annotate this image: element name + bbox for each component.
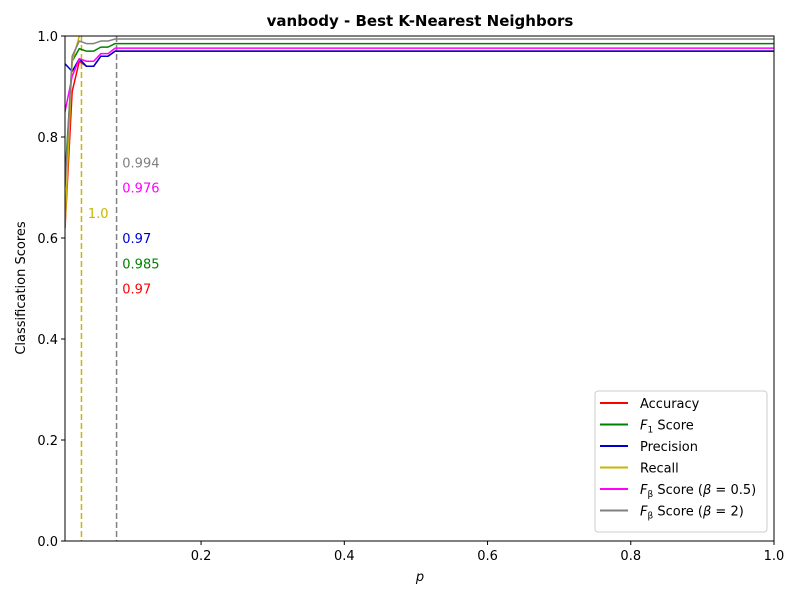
annotation-0: 1.0 [88, 207, 109, 222]
x-tick-label-3: 0.8 [620, 549, 641, 564]
y-tick-label-0: 0.0 [37, 535, 58, 550]
x-tick-label-2: 0.6 [477, 549, 498, 564]
series-line-5 [65, 38, 774, 188]
x-tick-label-4: 1.0 [764, 549, 785, 564]
annotation-5: 0.97 [122, 283, 151, 298]
legend-label-0: Accuracy [640, 397, 700, 412]
annotation-2: 0.976 [122, 182, 159, 197]
series-line-2 [65, 50, 774, 73]
legend-label-3: Recall [640, 462, 679, 477]
axes: 0.2 0.4 0.6 0.8 1.0 0.0 0.2 0.4 0.6 0.8 1.0 [37, 30, 784, 564]
series-line-4 [65, 47, 774, 112]
annotation-3: 0.97 [122, 232, 151, 247]
y-tick-label-2: 0.4 [37, 333, 58, 348]
legend-label-1: F1 Score [640, 419, 694, 436]
x-axis-label: p [415, 570, 424, 585]
legend-label-5: Fβ Score (β = 2) [640, 505, 744, 522]
legend: Accuracy F1 Score Precision Recall Fβ Score … [594, 390, 768, 533]
y-tick-label-5: 1.0 [37, 30, 58, 45]
legend-box [594, 390, 768, 533]
legend-label-2: Precision [640, 440, 698, 455]
plot-frame [64, 35, 775, 542]
chart-title: vanbody - Best K-Nearest Neighbors [267, 12, 574, 30]
annotation-1: 0.994 [122, 156, 159, 171]
y-tick-label-3: 0.6 [37, 232, 58, 247]
x-tick-label-0: 0.2 [191, 549, 212, 564]
annotation-4: 0.985 [122, 257, 159, 272]
y-axis-label: Classification Scores [14, 221, 29, 355]
y-tick-label-1: 0.2 [37, 434, 58, 449]
plot-marks [65, 36, 774, 541]
y-tick-label-4: 0.8 [37, 131, 58, 146]
legend-label-4: Fβ Score (β = 0.5) [640, 483, 756, 500]
x-tick-label-1: 0.4 [334, 549, 355, 564]
series-line-1 [65, 42, 774, 178]
